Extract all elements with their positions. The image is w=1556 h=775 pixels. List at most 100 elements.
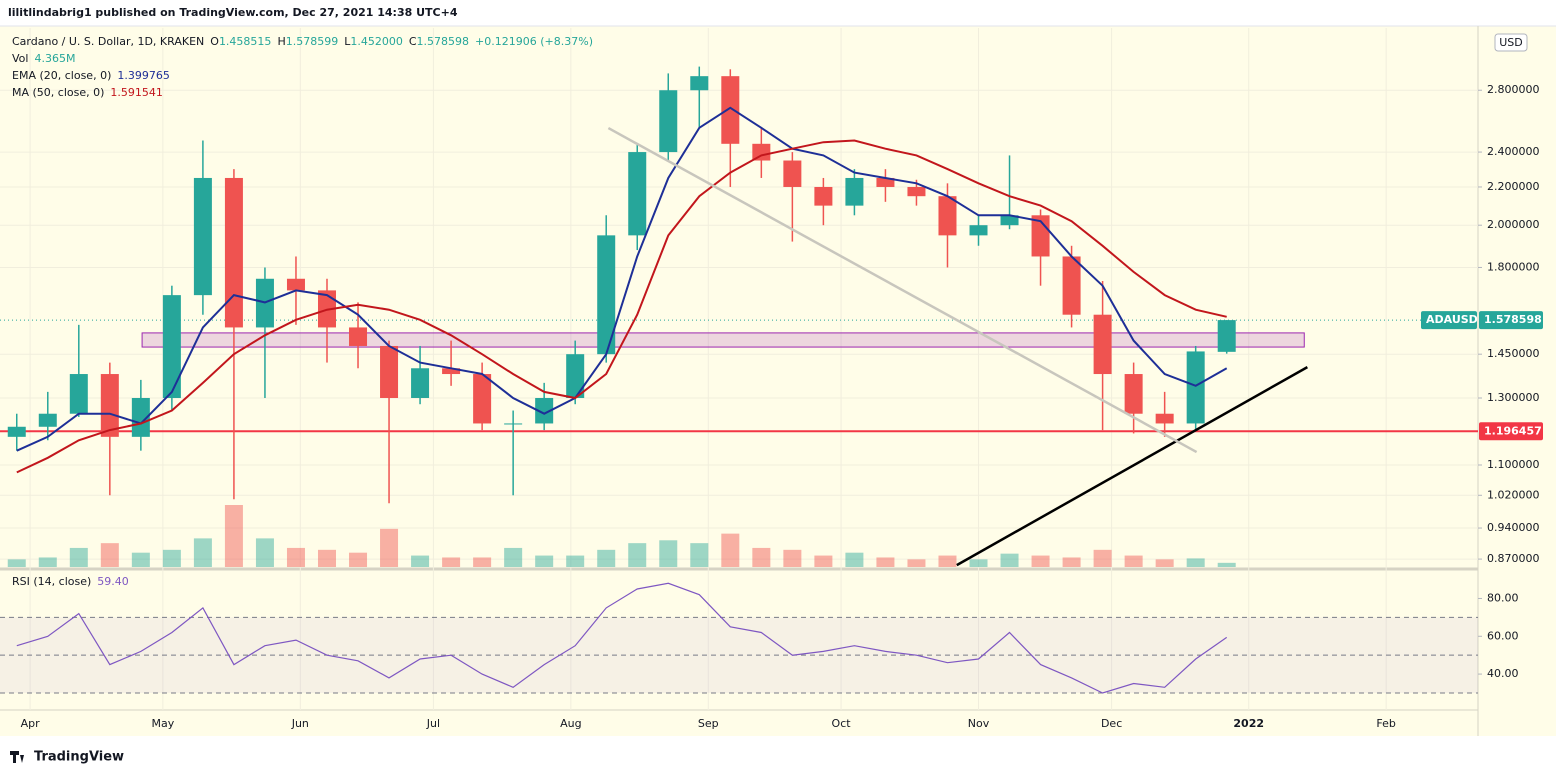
legend-item: 1.399765 xyxy=(117,69,170,82)
candle-body xyxy=(597,235,616,355)
y-tick-label: 1.800000 xyxy=(1487,260,1540,273)
legend-item: L xyxy=(344,35,351,48)
legend-item: +0.121906 (+8.37%) xyxy=(475,35,593,48)
volume-bar xyxy=(349,552,368,567)
candle-body xyxy=(566,354,585,398)
candle-body xyxy=(535,397,554,424)
volume-bar xyxy=(752,547,771,567)
volume-bar xyxy=(411,555,430,567)
candle-body xyxy=(7,426,26,437)
volume-bar xyxy=(317,549,336,567)
candle-body xyxy=(349,327,368,346)
x-tick-label: May xyxy=(152,717,175,730)
candle-body xyxy=(380,345,399,398)
legend-item: 1.458515 xyxy=(219,35,272,48)
candle-body xyxy=(907,186,926,197)
candle-body xyxy=(1124,374,1143,414)
footer-text: TradingView xyxy=(34,750,124,765)
volume-bar xyxy=(380,528,399,567)
volume-bar xyxy=(100,543,119,567)
volume-bar xyxy=(1155,559,1174,567)
candle-body xyxy=(814,186,833,206)
symbol-label-box xyxy=(1421,311,1477,330)
volume-bar xyxy=(907,559,926,567)
candle-body xyxy=(845,177,864,206)
price-label-box xyxy=(1479,311,1543,330)
y-tick-label: 2.200000 xyxy=(1487,180,1540,193)
indicator-line xyxy=(16,139,1227,474)
candle-body xyxy=(752,143,771,161)
x-tick-label: Jul xyxy=(426,717,440,730)
candle-body xyxy=(1000,215,1019,226)
volume-bar xyxy=(783,549,802,567)
candle-body xyxy=(783,160,802,187)
legend-item: Cardano / U. S. Dollar, 1D, KRAKEN xyxy=(12,35,204,48)
y-tick-label: 2.000000 xyxy=(1487,218,1540,231)
volume-bar xyxy=(162,549,181,567)
candle-body xyxy=(1093,314,1112,375)
rsi-tick-label: 80.00 xyxy=(1487,591,1519,604)
volume-bar xyxy=(597,549,616,567)
x-tick-label: Feb xyxy=(1376,717,1395,730)
candle-body xyxy=(286,278,305,291)
legend-item: 4.365M xyxy=(34,52,75,65)
volume-bar xyxy=(566,555,585,567)
currency: USD xyxy=(1499,36,1523,49)
volume-bar xyxy=(473,557,492,567)
x-tick-label: Nov xyxy=(968,717,990,730)
x-tick-label: Apr xyxy=(21,717,41,730)
candle-body xyxy=(193,177,212,296)
publisher: lilitlindabrig1 published on TradingView… xyxy=(8,6,458,19)
y-tick-label: 1.020000 xyxy=(1487,488,1540,501)
volume-bar xyxy=(969,559,988,567)
candle-body xyxy=(131,397,150,437)
candle-body xyxy=(938,196,957,236)
volume-bar xyxy=(442,557,461,567)
y-tick-label: 0.870000 xyxy=(1487,552,1540,565)
y-tick-label: 1.100000 xyxy=(1487,458,1540,471)
y-tick-label: 0.940000 xyxy=(1487,521,1540,534)
candle-body xyxy=(442,368,461,375)
volume-bar xyxy=(721,533,740,567)
volume-bar xyxy=(193,538,212,567)
volume-bar xyxy=(255,538,274,567)
candle-body xyxy=(690,76,709,91)
volume-bar xyxy=(845,552,864,567)
legend-item: 1.578599 xyxy=(286,35,339,48)
volume-bar xyxy=(1031,555,1050,567)
zone xyxy=(141,332,1305,348)
legend-item: RSI (14, close) xyxy=(12,575,91,588)
legend-item: 1.578598 xyxy=(417,35,470,48)
legend-item: H xyxy=(277,35,285,48)
legend-row: EMA (20, close, 0) 1.399765 xyxy=(12,69,170,82)
volume-bar xyxy=(1062,557,1081,567)
candle-body xyxy=(69,374,88,414)
legend-item: EMA (20, close, 0) xyxy=(12,69,111,82)
volume-bar xyxy=(504,547,523,567)
symbol-label: ADAUSD xyxy=(1426,313,1478,326)
candle-body xyxy=(162,295,181,398)
legend-row: Vol 4.365M xyxy=(12,52,75,65)
legend-item: O xyxy=(210,35,219,48)
price-label-box xyxy=(1479,422,1543,441)
candle-body xyxy=(100,374,119,437)
x-tick-label: Oct xyxy=(832,717,852,730)
volume-bar xyxy=(814,555,833,567)
legend-row: MA (50, close, 0) 1.591541 xyxy=(12,86,163,99)
candle-body xyxy=(1186,351,1205,424)
x-tick-label: Aug xyxy=(560,717,581,730)
candle-body xyxy=(1155,413,1174,424)
volume-bar xyxy=(38,557,57,567)
legend-item: Vol xyxy=(12,52,28,65)
volume-bar xyxy=(659,540,678,567)
rsi-line xyxy=(16,582,1228,694)
volume-bar xyxy=(535,555,554,567)
trend-line xyxy=(607,126,1198,454)
volume-bar xyxy=(938,555,957,567)
y-tick-label: 2.400000 xyxy=(1487,145,1540,158)
rsi-tick-label: 60.00 xyxy=(1487,629,1519,642)
candle-body xyxy=(1217,320,1236,352)
legend-item: C xyxy=(409,35,417,48)
